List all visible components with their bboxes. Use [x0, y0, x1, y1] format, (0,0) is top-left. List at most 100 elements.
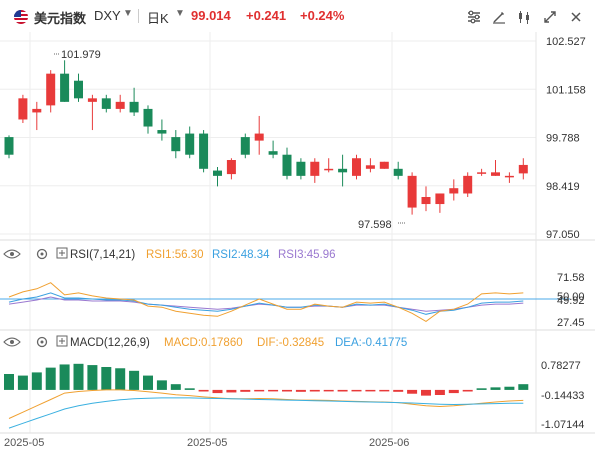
eye-icon[interactable] — [3, 337, 21, 347]
candle-body — [379, 161, 389, 169]
macd-bar — [17, 375, 28, 390]
macd-bar — [518, 384, 529, 390]
macd-bar — [115, 368, 126, 390]
candle-body — [365, 165, 375, 169]
candle-body — [254, 133, 264, 141]
candle-body — [199, 133, 209, 169]
macd-bar — [212, 389, 223, 394]
macd-bar — [184, 388, 195, 390]
candle-body — [87, 98, 97, 102]
candle-body — [421, 196, 431, 205]
candle-body — [435, 193, 445, 205]
candle-body — [46, 73, 56, 106]
macd-bar — [31, 372, 42, 390]
macd-bar — [379, 389, 390, 392]
rsi-title: RSI(7,14,21) — [70, 249, 135, 261]
last-price: 99.014 — [191, 8, 231, 23]
candle-body — [240, 137, 250, 155]
macd-bar — [462, 389, 473, 392]
candle-body — [407, 175, 417, 208]
candle-style-icon[interactable] — [516, 9, 532, 25]
macd-bar — [407, 389, 418, 394]
candle-body — [143, 108, 153, 127]
settings-icon[interactable] — [568, 9, 584, 25]
candle-body — [171, 137, 181, 152]
macd-bar — [295, 389, 306, 392]
macd-bar — [309, 389, 320, 392]
macd-tick-label: -0.14433 — [541, 390, 584, 402]
macd-bar — [365, 389, 376, 392]
macd-bar — [45, 367, 56, 390]
price-tick-label: 101.158 — [546, 84, 586, 96]
candle-body — [324, 168, 334, 171]
macd-bar — [226, 389, 237, 393]
macd-bar — [393, 389, 404, 392]
price-tick-label: 97.050 — [546, 229, 580, 241]
period-selector[interactable]: 日K — [147, 11, 169, 26]
candle-body — [74, 80, 83, 99]
time-tick-label: 2025-05 — [4, 437, 44, 449]
rsi-tick-label: 71.58 — [557, 272, 585, 284]
candlestick-series — [4, 53, 528, 224]
candle-body — [18, 98, 28, 120]
macd-bar — [129, 370, 140, 390]
macd-legend: MACD(12,26,9) MACD:0.17860 DIF:-0.32845 … — [3, 335, 407, 349]
macd-tick-label: 0.78277 — [541, 360, 581, 372]
candle-body — [32, 108, 42, 113]
header-divider — [138, 9, 139, 23]
high-annotation: 101.979 — [61, 49, 101, 61]
macd-bar — [337, 389, 348, 392]
fullscreen-icon[interactable] — [542, 9, 558, 25]
candle-body — [157, 130, 167, 134]
macd-bar — [101, 366, 112, 390]
price-change: +0.241 — [246, 8, 287, 23]
macd-bar — [254, 389, 265, 392]
eye-icon[interactable] — [3, 249, 21, 259]
macd-value: MACD:0.17860 — [164, 337, 243, 349]
gear-icon[interactable] — [36, 248, 48, 260]
price-tick-label: 99.788 — [546, 133, 580, 145]
rsi1-value: RSI1:56.30 — [146, 249, 204, 261]
price-axis: 102.527 101.158 99.788 98.419 97.050 — [546, 36, 586, 241]
candle-body — [352, 158, 361, 176]
candle-body — [504, 175, 514, 178]
candle-body — [101, 98, 111, 109]
candle-body — [282, 154, 292, 176]
indicator-settings-icon[interactable] — [466, 9, 482, 25]
candle-body — [463, 175, 473, 194]
time-axis: 2025-05 2025-05 2025-06 — [4, 437, 409, 449]
expand-icon[interactable] — [56, 247, 68, 259]
candle-body — [60, 73, 70, 102]
candle-body — [129, 101, 139, 113]
macd-bar — [448, 389, 459, 394]
gear-icon[interactable] — [36, 336, 48, 348]
rsi-tick-label: 50.00 — [557, 291, 585, 303]
macd-title: MACD(12,26,9) — [70, 337, 150, 349]
candle-body — [449, 188, 459, 194]
macd-bar — [504, 386, 515, 390]
candle-body — [185, 133, 195, 155]
macd-bar — [73, 363, 84, 390]
expand-icon[interactable] — [56, 335, 68, 347]
macd-bar — [143, 375, 153, 390]
dif-line — [8, 389, 524, 419]
chart-header: 美元指数 DXY ▼ 日K ▼ 99.014 +0.241 +0.24% — [0, 0, 595, 32]
draw-line-icon[interactable] — [491, 9, 507, 25]
candle-body — [310, 161, 320, 176]
candle-body — [213, 170, 222, 176]
price-tick-label: 102.527 — [546, 36, 586, 48]
macd-tick-label: -1.07144 — [541, 419, 584, 431]
chevron-down-icon[interactable]: ▼ — [123, 8, 133, 19]
dea-line — [8, 397, 524, 429]
chart-grid — [0, 32, 595, 434]
macd-bar — [4, 373, 14, 390]
price-change-percent: +0.24% — [300, 8, 345, 23]
symbol-name[interactable]: 美元指数 — [34, 11, 87, 26]
rsi2-line — [8, 292, 524, 315]
symbol-code[interactable]: DXY — [94, 8, 121, 23]
macd-bar — [170, 384, 181, 390]
rsi3-value: RSI3:45.96 — [278, 249, 336, 261]
chevron-down-icon[interactable]: ▼ — [175, 8, 185, 19]
